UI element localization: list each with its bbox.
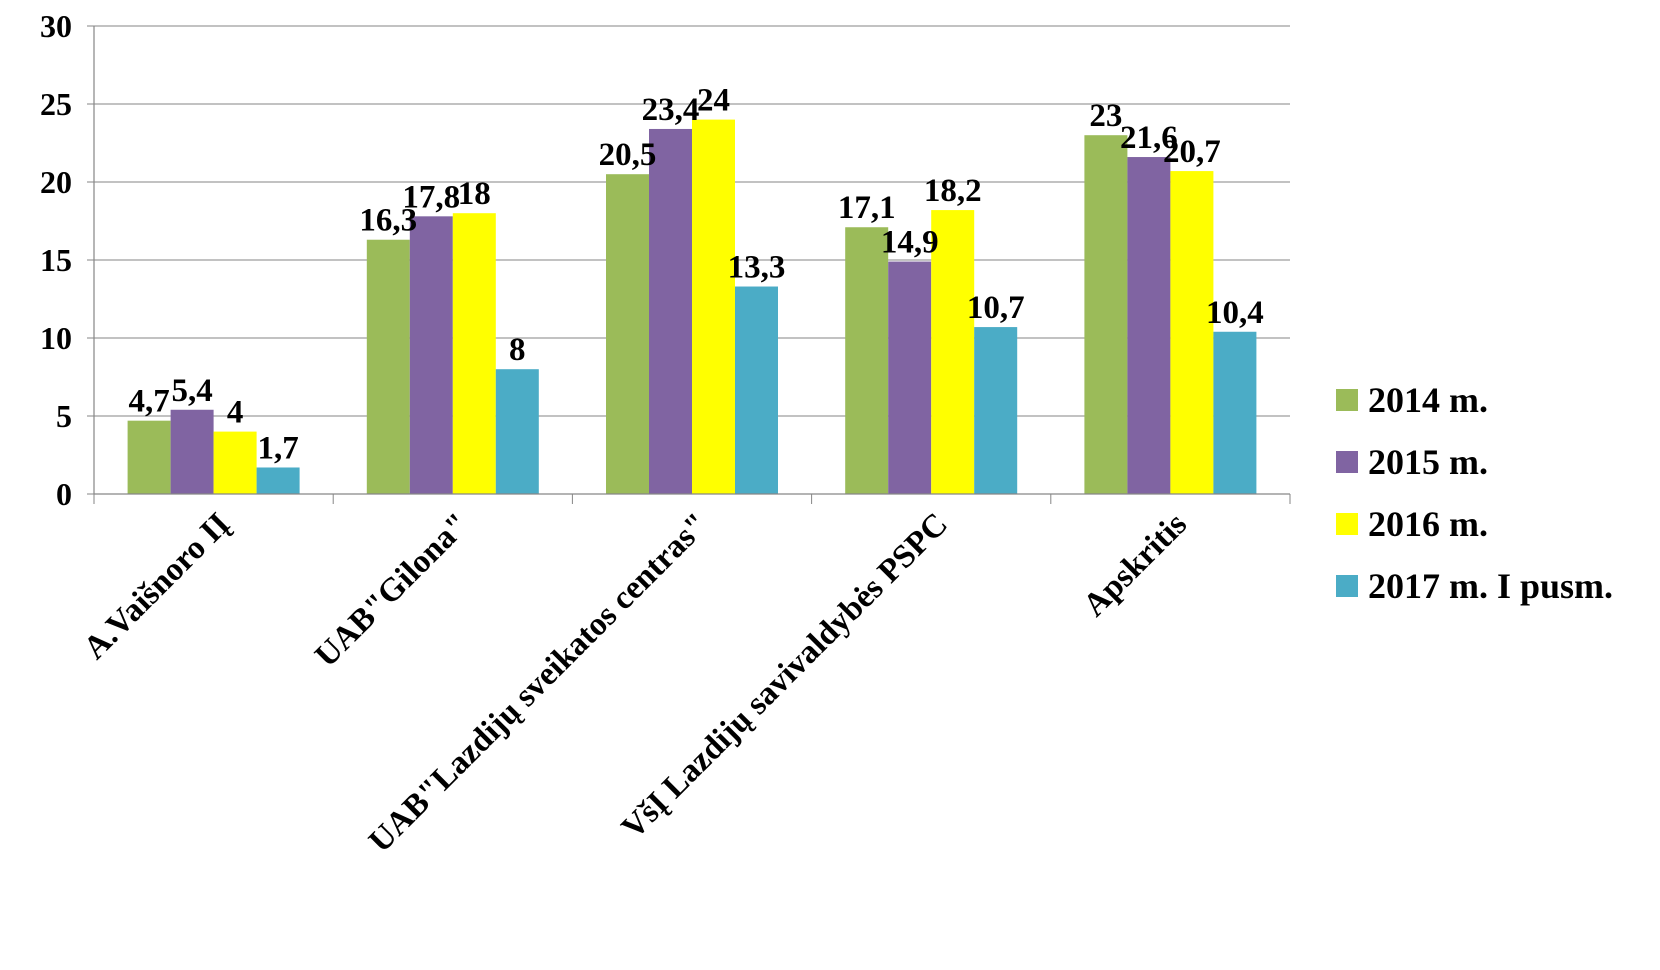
y-tick-label: 25 bbox=[40, 86, 72, 122]
bar bbox=[692, 119, 735, 494]
data-label: 8 bbox=[509, 332, 526, 368]
bar bbox=[1084, 135, 1128, 494]
data-label: 17,8 bbox=[402, 179, 460, 215]
data-label: 18,2 bbox=[924, 173, 982, 209]
data-label: 14,9 bbox=[881, 225, 939, 261]
legend: 2014 m. 2015 m. 2016 m. 2017 m. I pusm. bbox=[1336, 380, 1613, 606]
y-tick-label: 15 bbox=[40, 242, 72, 278]
data-label: 24 bbox=[697, 83, 730, 119]
bar bbox=[452, 213, 496, 494]
data-label: 10,7 bbox=[967, 290, 1025, 326]
bar bbox=[409, 216, 453, 494]
y-tick-label: 5 bbox=[56, 398, 72, 434]
y-tick-label: 10 bbox=[40, 320, 72, 356]
bar bbox=[256, 467, 300, 494]
legend-swatch bbox=[1336, 513, 1358, 535]
legend-label: 2017 m. I pusm. bbox=[1368, 566, 1613, 606]
bar bbox=[213, 431, 257, 494]
bar bbox=[735, 286, 778, 494]
data-label: 10,4 bbox=[1206, 295, 1264, 331]
bar bbox=[127, 420, 171, 494]
legend-label: 2015 m. bbox=[1368, 442, 1488, 482]
data-label: 20,7 bbox=[1163, 134, 1221, 170]
x-tick-label: Apskritis bbox=[1077, 506, 1195, 624]
data-label: 20,5 bbox=[599, 137, 657, 173]
bar bbox=[366, 239, 410, 494]
data-label: 13,3 bbox=[728, 250, 786, 286]
x-tick-label: A.Vaišnoro IĮ bbox=[77, 506, 237, 666]
bar bbox=[888, 261, 932, 494]
data-label: 4,7 bbox=[128, 384, 169, 420]
y-tick-label: 0 bbox=[56, 476, 72, 512]
data-label: 23,4 bbox=[642, 92, 700, 128]
legend-swatch bbox=[1336, 575, 1358, 597]
bar bbox=[931, 210, 975, 494]
bar bbox=[606, 174, 649, 494]
x-axis: A.Vaišnoro IĮ UAB"Gilona"UAB"Lazdijų svei… bbox=[77, 493, 1291, 860]
data-label: 4 bbox=[227, 395, 244, 431]
data-label: 1,7 bbox=[257, 430, 298, 466]
data-labels: 4,7 16,3 20,5 17,1 23 5,4 17,8 23,4 14,9 21,6 4 18 2… bbox=[128, 83, 1263, 467]
bar bbox=[170, 409, 214, 494]
legend-swatch bbox=[1336, 451, 1358, 473]
bar bbox=[649, 128, 692, 494]
x-tick-label: UAB"Gilona" bbox=[308, 506, 476, 674]
bar bbox=[495, 369, 539, 494]
bar bbox=[1127, 157, 1171, 495]
bar bbox=[974, 327, 1018, 494]
bar bbox=[845, 227, 889, 495]
y-tick-label: 30 bbox=[40, 8, 72, 44]
y-tick-label: 20 bbox=[40, 164, 72, 200]
bars bbox=[127, 119, 1257, 495]
legend-label: 2016 m. bbox=[1368, 504, 1488, 544]
data-label: 16,3 bbox=[359, 203, 417, 239]
bar bbox=[1170, 171, 1214, 494]
bar bbox=[1213, 331, 1257, 494]
legend-swatch bbox=[1336, 389, 1358, 411]
legend-label: 2014 m. bbox=[1368, 380, 1488, 420]
data-label: 21,6 bbox=[1120, 120, 1178, 156]
data-label: 23 bbox=[1089, 98, 1122, 134]
data-label: 18 bbox=[458, 176, 491, 212]
data-label: 5,4 bbox=[171, 373, 212, 409]
y-axis: 0 5 10 15 20 25 30 bbox=[40, 8, 95, 512]
data-label: 17,1 bbox=[838, 190, 896, 226]
